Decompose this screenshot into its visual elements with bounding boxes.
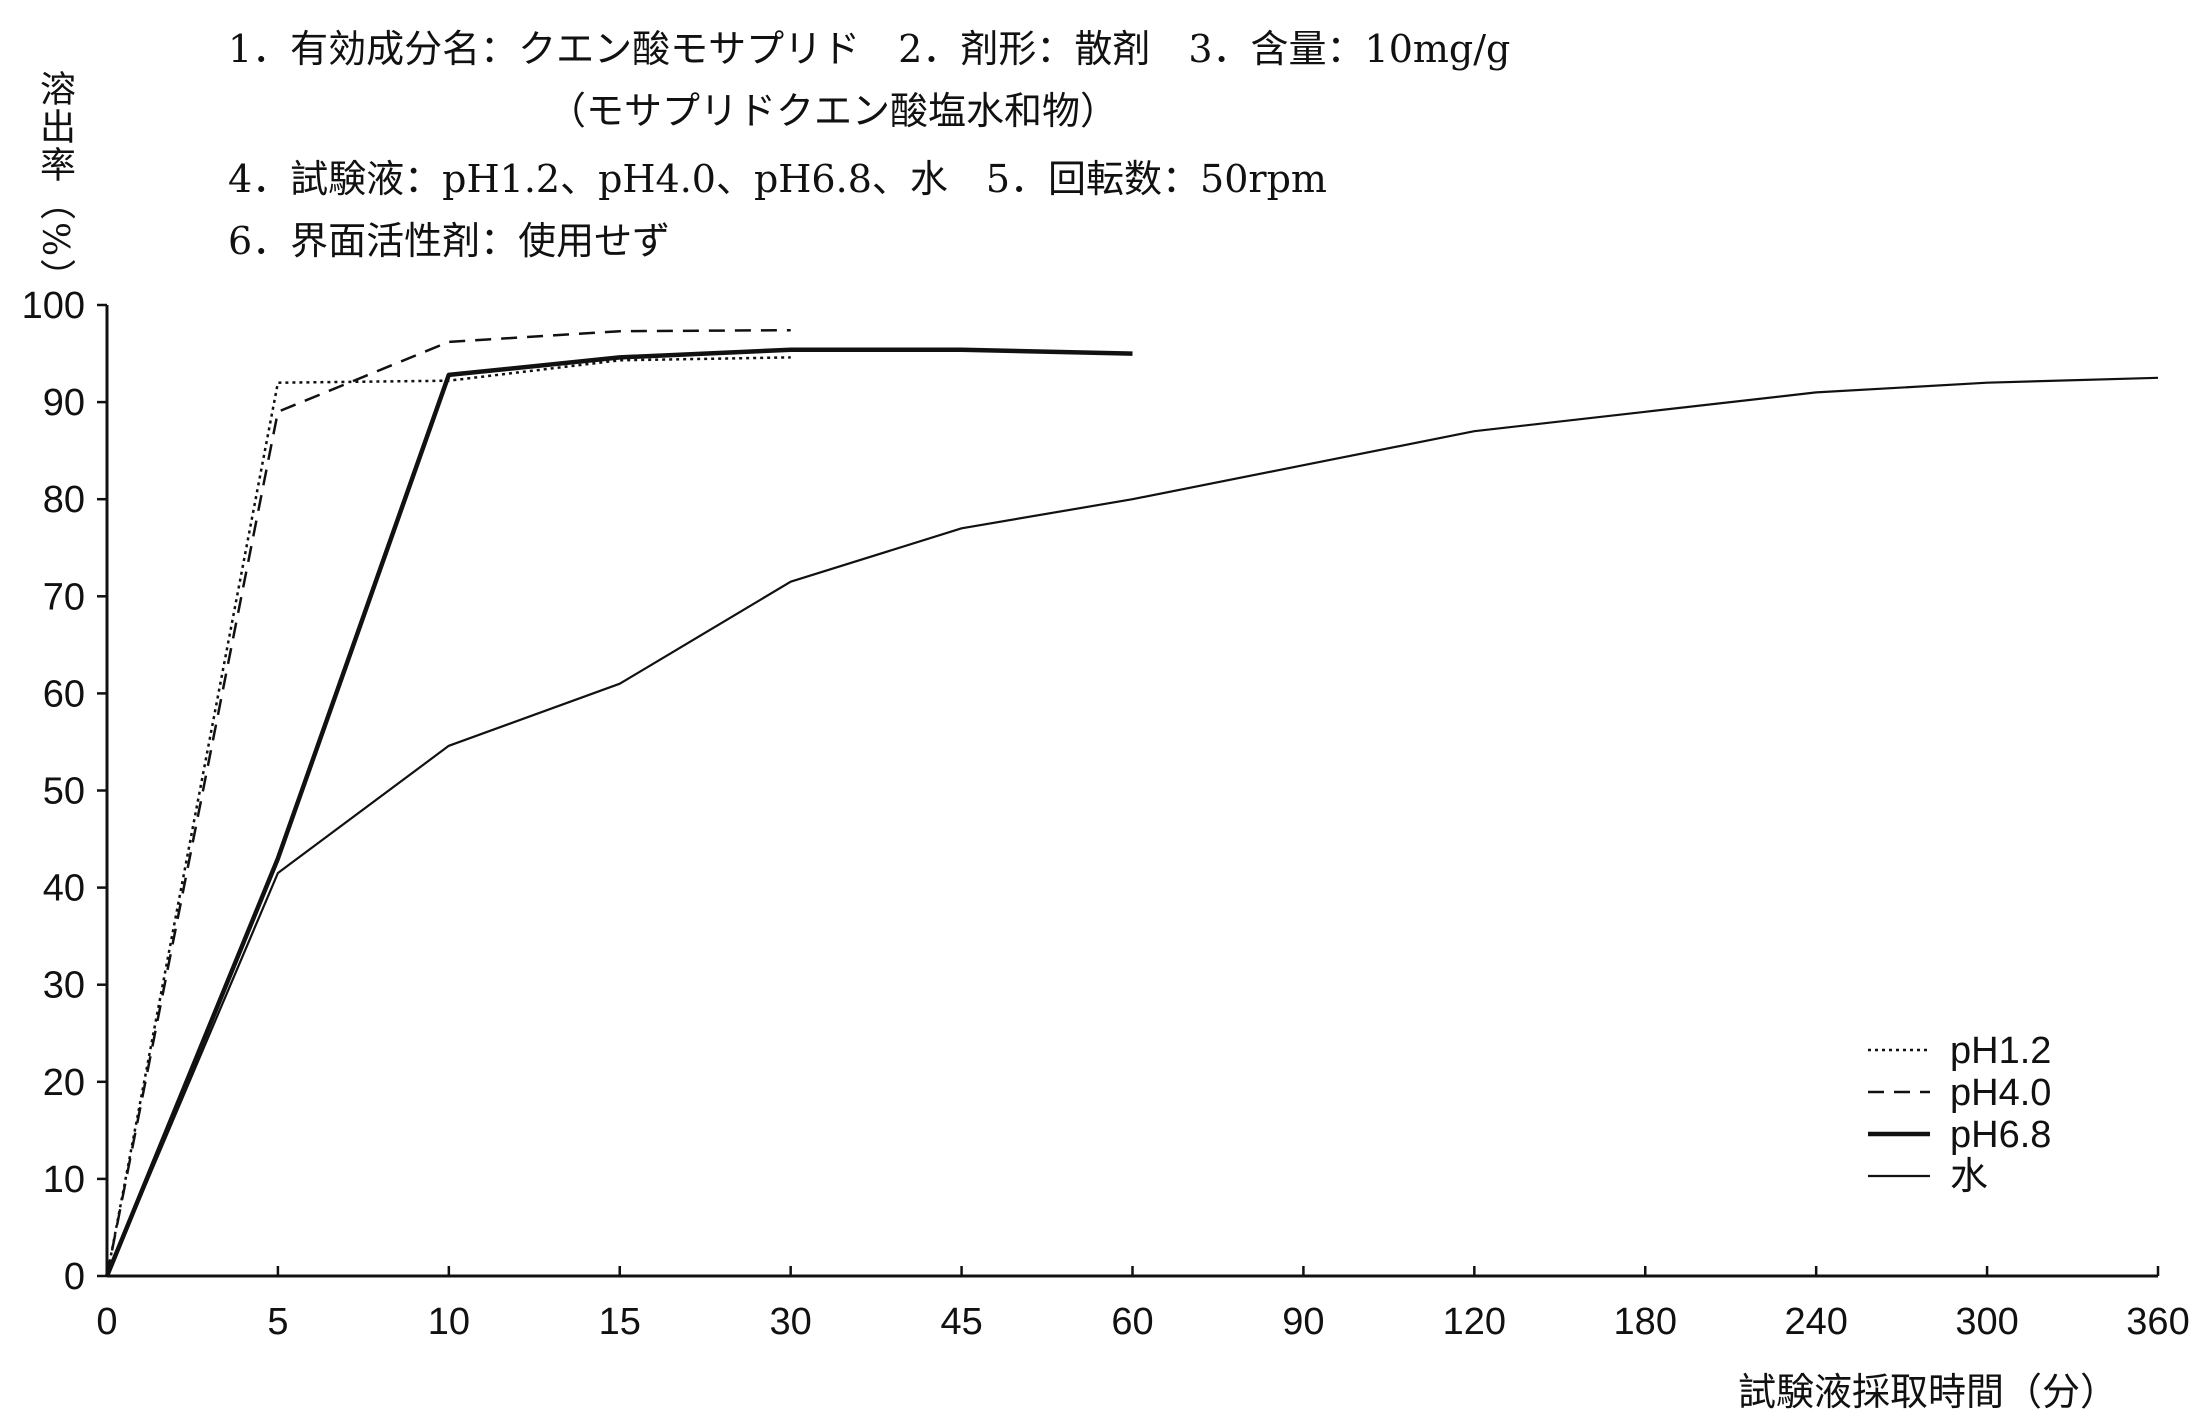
x-axis-label: 試験液採取時間（分） [1738,1370,2118,1414]
header-line-1: 1．有効成分名：クエン酸モサプリド 2．剤形：散剤 3．含量：10mg/g [228,27,1511,71]
x-tick-label: 60 [1111,1301,1153,1343]
x-tick-label: 90 [1282,1301,1324,1343]
y-tick-label: 70 [43,576,85,618]
series-line-2 [105,328,791,1277]
x-tick-label: 240 [1784,1301,1847,1343]
x-tick-label: 180 [1614,1301,1677,1343]
y-axis-label: 溶出率（%） [34,70,75,297]
x-tick-label: 5 [267,1301,288,1343]
x-tick-label: 10 [428,1301,470,1343]
series-line-4 [105,376,2159,1277]
series-line-1 [105,356,791,1277]
series-lines [104,328,2159,1277]
x-tick-label: 45 [940,1301,982,1343]
legend-label-4: 水 [1950,1156,1988,1198]
y-tick-label: 90 [43,382,85,424]
x-tick-label: 15 [599,1301,641,1343]
y-tick-label: 50 [43,771,85,813]
y-tick-label: 10 [43,1159,85,1201]
x-tick-label: 360 [2126,1301,2189,1343]
x-tick-label: 0 [96,1301,117,1343]
legend-label-2: pH4.0 [1950,1072,2051,1114]
y-tick-label: 60 [43,673,85,715]
y-tick-label: 20 [43,1062,85,1104]
y-tick-label: 80 [43,479,85,521]
y-tick-label: 0 [64,1256,85,1298]
axes: 0 10 20 30 40 50 60 70 80 90 100 0 5 10 15 30 45 60 90 120 1… [22,285,2190,1343]
x-tick-label: 30 [770,1301,812,1343]
header-line-2: （モサプリドクエン酸塩水和物） [548,89,1119,133]
y-tick-label: 30 [43,965,85,1007]
header-line-4: 6．界面活性剤：使用せず [228,219,671,263]
series-line-3 [104,347,1133,1277]
header-line-3: 4．試験液：pH1.2、pH4.0、pH6.8、水 5．回転数：50rpm [228,157,1327,201]
x-tick-label: 300 [1955,1301,2018,1343]
legend-label-1: pH1.2 [1950,1030,2051,1072]
y-tick-label: 100 [22,285,85,327]
legend-label-3: pH6.8 [1950,1114,2051,1156]
y-tick-label: 40 [43,868,85,910]
x-tick-label: 120 [1443,1301,1506,1343]
